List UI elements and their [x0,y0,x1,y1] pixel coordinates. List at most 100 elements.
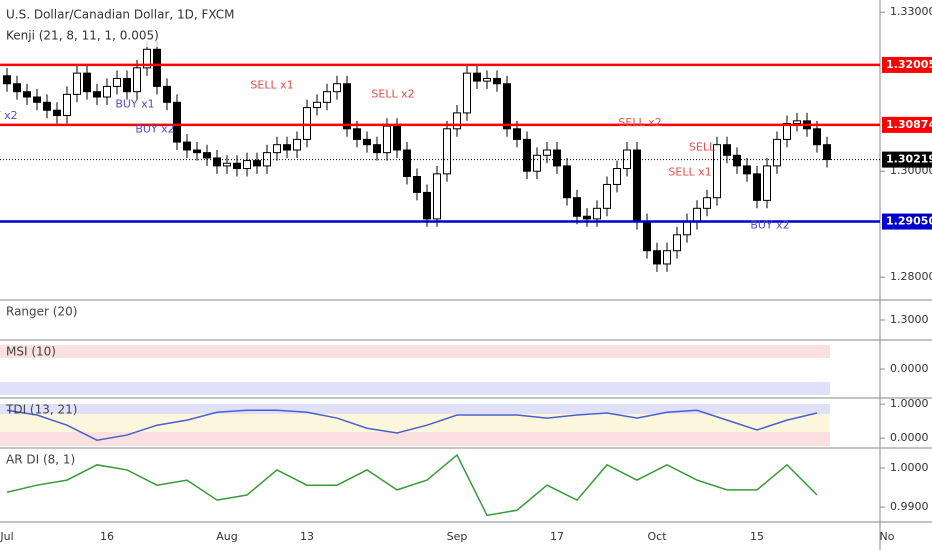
signal-label: SELL x1 [668,165,711,178]
candle-body [323,91,331,103]
candle-body [293,138,301,151]
candle-body [793,120,801,124]
candle-body [153,48,161,87]
candle-body [673,234,681,252]
x-tick-label: 13 [300,530,314,543]
msi-upper-band [0,345,830,358]
candle-body [463,72,471,114]
tdi-lower-band [0,432,830,446]
x-tick-label: Sep [447,530,468,543]
candle-body [723,144,731,156]
candle-body [333,83,341,93]
y-tick-label: 0.0000 [890,431,929,444]
candle-body [573,197,581,217]
candle-body [353,128,361,140]
candle-body [373,144,381,154]
candle-body [403,149,411,178]
signal-label: BUY x2 [0,109,18,122]
signal-label: BUY x1 [115,97,154,110]
candle-body [593,207,601,220]
candle-body [413,176,421,193]
y-tick-label: 0.9900 [890,500,929,513]
candle-body [3,75,11,85]
candle-body [183,141,191,151]
candle-body [73,72,81,95]
x-tick-label: Jul [0,530,14,543]
tdi-mid-band [0,414,830,432]
candle-body [773,138,781,167]
y-tick-label: 1.0000 [890,397,929,410]
level-tag [882,151,932,168]
candle-body [643,221,651,252]
candle-body [63,93,71,117]
candle-body [43,101,51,111]
y-tick-label: 1.33000 [890,5,932,18]
level-tag [882,213,932,230]
plot-area [3,41,831,517]
level-tag [882,116,932,133]
candle-body [363,138,371,146]
candle-body [453,112,461,130]
candle-body [663,250,671,265]
tdi-upper-band [0,404,830,414]
signal-label: BUY x2 [750,218,789,231]
x-tick-label: 15 [750,530,764,543]
candle-body [613,168,621,185]
x-tick-label: Aug [216,530,237,543]
candle-body [433,173,441,220]
legend-background [2,3,234,47]
candle-body [503,83,511,130]
signal-label: BUY x2 [135,122,174,135]
candle-body [823,144,831,161]
candle-body [53,109,61,117]
candle-body [103,85,111,98]
candle-body [273,144,281,154]
y-tick-label: 1.0000 [890,461,929,474]
candle-body [33,96,41,103]
level-label: 1.32005 [886,58,932,71]
candle-body [303,107,311,140]
candle-body [513,128,521,140]
candle-body [763,165,771,201]
chart-title: U.S. Dollar/Canadian Dollar, 1D, FXCM [6,8,235,22]
candle-body [83,72,91,93]
candle-body [603,183,611,209]
level-label: 1.29050 [886,215,932,228]
candle-body [633,149,641,223]
signal-label: SELL [689,140,716,153]
candle-body [343,83,351,130]
candle-body [733,154,741,167]
candle-body [483,77,491,82]
y-tick-label: 1.3000 [890,313,929,326]
level-tag [882,56,932,73]
candle-body [133,67,141,93]
indicator-line [6,453,818,517]
candle-body [423,191,431,220]
candle-body [283,144,291,151]
candle-body [493,77,501,85]
indicator-title: Kenji (21, 8, 11, 1, 0.005) [6,29,159,43]
candle-body [533,154,541,172]
pane-title: AR DI (8, 1) [6,453,75,467]
level-label: 1.30219 [886,153,932,166]
candle-body [653,250,661,265]
candle-body [693,207,701,223]
candle-body [223,162,231,167]
y-tick-label: 1.28000 [890,270,932,283]
candle-body [683,221,691,236]
candle-body [523,138,531,172]
candle-body [473,72,481,82]
candle-body [753,173,761,201]
candle-body [203,152,211,159]
level-label: 1.30874 [886,118,932,131]
pane-title: Ranger (20) [6,305,77,319]
candle-body [243,160,251,170]
pane-title: MSI (10) [6,345,56,359]
y-tick-label: 0.0000 [890,362,929,375]
candle-body [213,157,221,167]
candle-body [113,77,121,87]
candle-body [123,77,131,93]
x-tick-label: 16 [100,530,114,543]
candle-body [443,128,451,175]
candle-body [163,85,171,103]
